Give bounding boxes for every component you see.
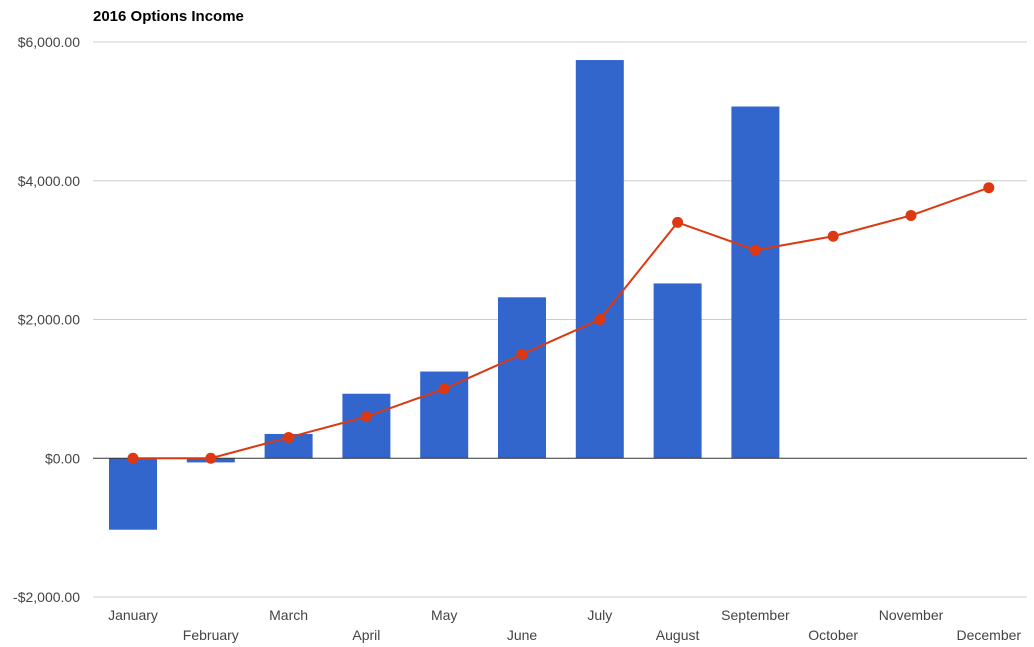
line-point-january: [127, 452, 139, 464]
x-tick-label: February: [183, 627, 239, 643]
x-tick-label: January: [108, 607, 158, 623]
y-tick-label: $0.00: [45, 450, 80, 466]
chart-title: 2016 Options Income: [93, 8, 244, 25]
x-tick-label: July: [587, 607, 612, 623]
line-point-november: [905, 209, 917, 221]
x-tick-label: September: [721, 607, 790, 623]
y-axis-tick-labels: -$2,000.00 $0.00 $2,000.00 $4,000.00 $6,000.…: [13, 34, 80, 605]
line-point-june: [516, 348, 528, 360]
bar-april: [342, 393, 391, 459]
bar-january: [109, 458, 157, 530]
x-axis-tick-labels: January February March April May June July Augu…: [108, 607, 1021, 643]
y-tick-label: $4,000.00: [18, 173, 80, 189]
line-point-may: [438, 383, 450, 395]
cumulative-line-series: [127, 182, 995, 464]
gridlines: [93, 41, 1027, 598]
series-line: [133, 186, 990, 460]
line-point-march: [283, 431, 295, 443]
bar-september: [731, 106, 780, 459]
x-tick-label: December: [957, 627, 1022, 643]
y-tick-label: $6,000.00: [18, 34, 80, 50]
bar-june: [498, 297, 546, 459]
bar-july: [575, 60, 624, 459]
line-point-july: [594, 314, 606, 325]
line-point-december: [983, 182, 995, 194]
line-point-february: [205, 452, 217, 464]
x-tick-label: June: [507, 627, 538, 643]
x-tick-label: May: [431, 607, 457, 623]
y-tick-label: $2,000.00: [18, 312, 80, 328]
y-tick-label: -$2,000.00: [13, 589, 80, 605]
line-point-august: [672, 216, 684, 228]
x-tick-label: November: [879, 607, 944, 623]
line-point-september: [749, 244, 761, 256]
line-point-april: [360, 411, 372, 423]
x-tick-label: August: [656, 627, 700, 643]
x-tick-label: March: [269, 607, 308, 623]
income-bars: [109, 60, 780, 530]
line-point-october: [827, 230, 839, 242]
x-tick-label: October: [808, 627, 858, 643]
bar-august: [653, 283, 702, 459]
x-tick-label: April: [352, 627, 380, 643]
